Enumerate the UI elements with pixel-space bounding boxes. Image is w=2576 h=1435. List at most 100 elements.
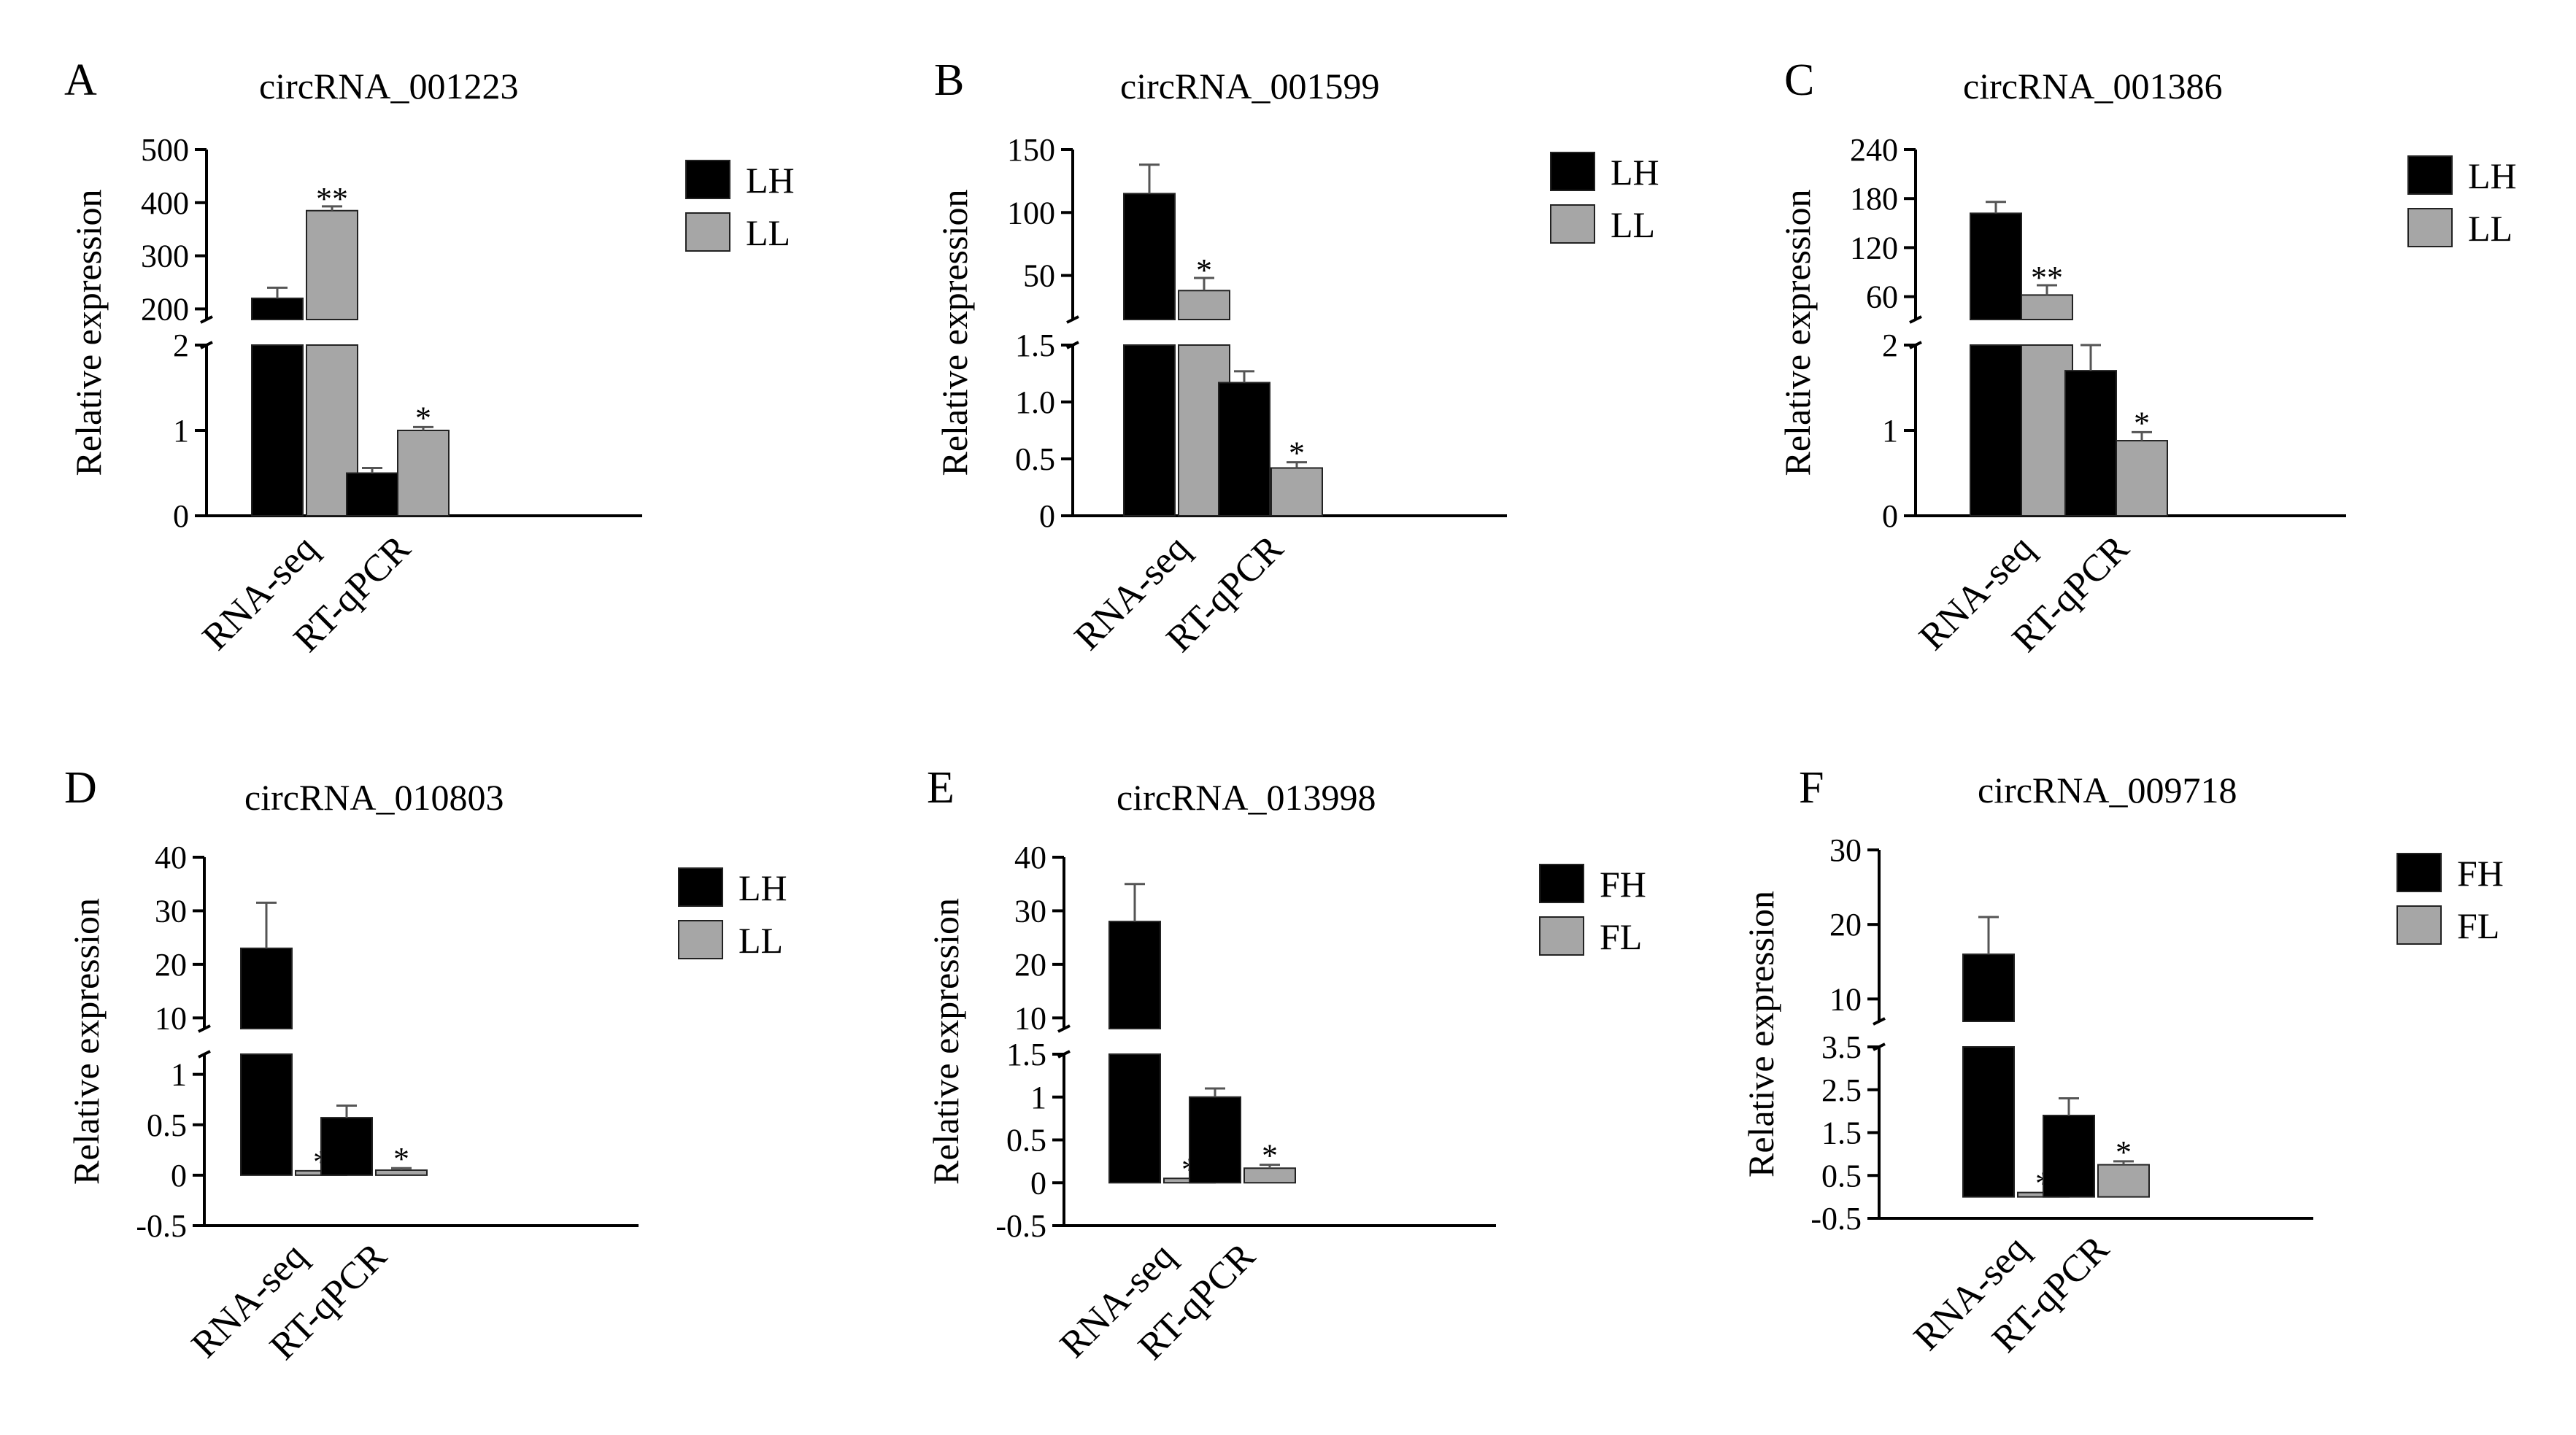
y-axis-label: Relative expression: [1740, 891, 1781, 1177]
y-tick-label: 50: [1023, 258, 1055, 294]
y-tick-label: 10: [1014, 1000, 1046, 1036]
y-tick-label: 200: [141, 291, 189, 327]
bar-LL-RNA-seq-upper: [2021, 294, 2073, 320]
y-tick-label: 1.5: [1015, 328, 1055, 363]
panel-letter: F: [1799, 763, 1824, 813]
axis-break-mark: [1066, 315, 1079, 324]
legend-swatch-LH: [678, 867, 723, 907]
significance-marker: **: [316, 181, 348, 217]
y-tick-label: 3.5: [1821, 1029, 1862, 1065]
y-tick-label: -0.5: [136, 1208, 187, 1244]
bar-LL-RNA-seq: [2021, 344, 2073, 517]
y-tick-label: 300: [141, 239, 189, 274]
y-tick-label: 20: [155, 947, 187, 983]
bar-FH-RT-qPCR: [1189, 1096, 1241, 1184]
bar-LH-RNA-seq-upper: [1123, 193, 1176, 320]
axis-break-mark: [1057, 1024, 1071, 1033]
legend-label: FH: [2457, 853, 2504, 894]
legend-swatch-LL: [1550, 204, 1595, 244]
legend-label: LH: [739, 867, 787, 908]
panel-title: circRNA_001223: [259, 66, 519, 107]
panel-title: circRNA_010803: [244, 777, 504, 818]
bar-LL-RT-qPCR: [1270, 467, 1323, 517]
bar-FH-RNA-seq: [1108, 1053, 1161, 1184]
bar-FH-RNA-seq: [1962, 1046, 2015, 1198]
axis-break-mark: [198, 1050, 211, 1059]
y-tick-label: 0: [173, 498, 189, 534]
legend-label: LH: [746, 160, 795, 201]
y-tick-label: 2.5: [1821, 1072, 1862, 1108]
y-tick-label: 0.5: [147, 1107, 187, 1143]
y-tick-label: -0.5: [995, 1208, 1046, 1244]
y-tick-label: 100: [1007, 195, 1055, 231]
bar-LH-RT-qPCR: [1218, 382, 1270, 517]
y-tick-label: 30: [1014, 893, 1046, 929]
legend-label: LL: [1611, 204, 1655, 245]
y-tick-label: 1: [171, 1057, 187, 1093]
bar-LH-RNA-seq: [240, 1053, 293, 1176]
significance-marker: **: [2031, 260, 2063, 295]
y-tick-label: 0.5: [1015, 441, 1055, 477]
bar-LL-RNA-seq-upper: [1178, 290, 1230, 321]
y-axis-label: Relative expression: [1777, 190, 1818, 476]
y-tick-label: 150: [1007, 132, 1055, 168]
bar-LH-RNA-seq: [1970, 344, 2022, 517]
y-tick-label: 2: [173, 328, 189, 363]
axis-break-mark: [1873, 1017, 1886, 1026]
legend-label: LL: [2468, 208, 2513, 249]
y-tick-label: 10: [155, 1000, 187, 1036]
legend-swatch-FH: [1539, 864, 1584, 903]
legend-swatch-FL: [1539, 916, 1584, 956]
bar-LL-RNA-seq-upper: [306, 209, 358, 320]
y-tick-label: 60: [1866, 279, 1898, 315]
y-tick-label: 0.5: [1821, 1158, 1862, 1194]
y-tick-label: -0.5: [1810, 1201, 1862, 1237]
y-tick-label: 0: [1039, 498, 1055, 534]
y-tick-label: 1: [1030, 1080, 1046, 1115]
y-tick-label: 0: [171, 1158, 187, 1194]
y-tick-label: 40: [1014, 840, 1046, 875]
panel-letter: C: [1784, 55, 1814, 105]
bar-LL-RT-qPCR: [397, 430, 450, 517]
axis-break-mark: [198, 1024, 211, 1033]
legend-swatch-LH: [685, 160, 730, 199]
y-tick-label: 500: [141, 132, 189, 168]
y-tick-label: 1.0: [1015, 384, 1055, 420]
legend-label: FH: [1600, 864, 1646, 905]
legend-swatch-LH: [1550, 152, 1595, 191]
bar-LH-RT-qPCR: [2064, 370, 2117, 517]
y-tick-label: 1.5: [1006, 1037, 1046, 1072]
y-tick-label: 400: [141, 185, 189, 221]
legend-label: LH: [1611, 152, 1659, 193]
y-axis-label: Relative expression: [925, 898, 966, 1185]
y-tick-label: 240: [1850, 132, 1898, 168]
y-tick-label: 0.5: [1006, 1123, 1046, 1159]
legend-swatch-FL: [2396, 905, 2442, 945]
y-tick-label: 2: [1882, 328, 1898, 363]
significance-marker: *: [2134, 405, 2150, 441]
y-axis-label: Relative expression: [68, 190, 109, 476]
significance-marker: *: [2116, 1134, 2132, 1170]
panel-title: circRNA_009718: [1978, 770, 2237, 811]
significance-marker: *: [1196, 252, 1212, 288]
bar-LH-RNA-seq-upper: [1970, 212, 2022, 320]
significance-marker: *: [393, 1141, 409, 1177]
y-tick-label: 0: [1882, 498, 1898, 534]
y-tick-label: 1.5: [1821, 1115, 1862, 1151]
y-tick-label: 180: [1850, 181, 1898, 217]
legend-label: FL: [2457, 905, 2499, 946]
significance-marker: *: [415, 400, 431, 436]
y-tick-label: 40: [155, 840, 187, 875]
y-tick-label: 1: [173, 413, 189, 449]
y-tick-label: 20: [1829, 907, 1862, 943]
y-tick-label: 30: [1829, 832, 1862, 868]
bar-LH-RNA-seq: [1123, 344, 1176, 517]
y-tick-label: 10: [1829, 981, 1862, 1017]
y-axis-label: Relative expression: [934, 190, 975, 476]
